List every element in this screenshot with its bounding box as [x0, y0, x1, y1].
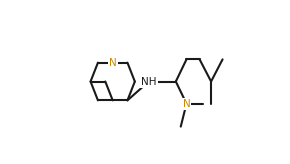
Text: N: N [109, 58, 117, 68]
Text: NH: NH [141, 77, 157, 86]
Text: N: N [183, 99, 190, 109]
